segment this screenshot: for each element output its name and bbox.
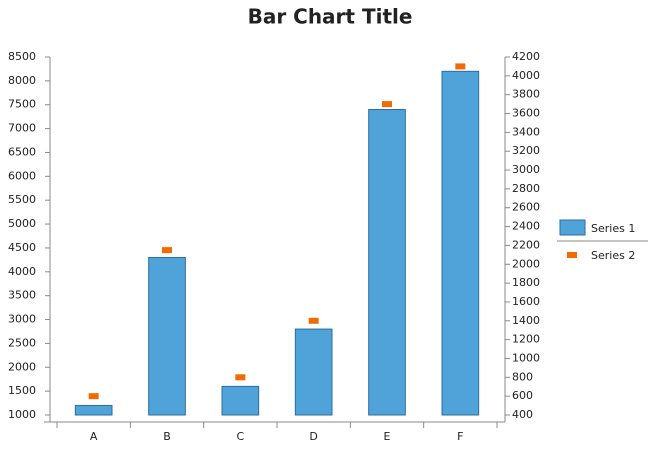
y2-tick-label: 800 (512, 370, 533, 383)
bar (221, 385, 260, 416)
marker (308, 317, 319, 324)
y-tick-label: 7500 (8, 98, 36, 111)
x-tick-label: E (384, 430, 391, 443)
y2-tick-label: 2000 (512, 257, 540, 270)
y2-tick-label: 1800 (512, 276, 540, 289)
y2-tick-label: 400 (512, 408, 533, 421)
x-tick-label: C (236, 430, 244, 443)
x-tick-label: F (457, 430, 463, 443)
y-tick-label: 1000 (8, 408, 36, 421)
legend-label: Series 1 (591, 222, 635, 235)
legend-swatch (559, 219, 586, 236)
bar (368, 109, 406, 416)
y-tick-label: 6000 (8, 169, 36, 182)
bar (148, 256, 186, 416)
y2-tick-label: 4200 (512, 50, 540, 63)
marker (235, 374, 246, 381)
y2-tick-label: 2400 (512, 220, 540, 233)
y2-tick-label: 1200 (512, 333, 540, 346)
y2-tick-label: 3200 (512, 144, 540, 157)
legend-swatch (567, 252, 577, 258)
y2-tick-label: 4000 (512, 69, 540, 82)
y-tick-label: 1500 (8, 384, 36, 397)
marker (88, 393, 99, 400)
y2-tick-label: 1600 (512, 295, 540, 308)
legend-label: Series 2 (591, 249, 635, 262)
y-tick-label: 5000 (8, 217, 36, 230)
marker (455, 63, 466, 70)
y2-tick-label: 3800 (512, 88, 540, 101)
marker (382, 101, 392, 108)
y2-tick-label: 3600 (512, 107, 540, 120)
y-tick-label: 2000 (8, 360, 36, 373)
y-tick-label: 6500 (8, 145, 36, 158)
bar (294, 328, 333, 416)
x-tick-label: A (90, 430, 98, 443)
x-tick-label: D (309, 430, 317, 443)
y2-tick-label: 2800 (512, 182, 540, 195)
y-tick-label: 5500 (8, 193, 36, 206)
y-tick-label: 3000 (8, 313, 36, 326)
y-tick-label: 8500 (8, 50, 36, 63)
bar (74, 404, 113, 416)
bar (441, 70, 480, 416)
y-tick-label: 3500 (8, 289, 36, 302)
y-tick-label: 8000 (8, 74, 36, 87)
y2-tick-label: 2600 (512, 201, 540, 214)
y2-tick-label: 600 (512, 389, 533, 402)
y2-tick-label: 2200 (512, 238, 540, 251)
y2-tick-label: 1400 (512, 314, 540, 327)
y-tick-label: 4000 (8, 265, 36, 278)
chart-title: Bar Chart Title (248, 5, 413, 29)
y-tick-label: 2500 (8, 336, 36, 349)
y-tick-label: 4500 (8, 241, 36, 254)
y2-tick-label: 3400 (512, 125, 540, 138)
x-tick-label: B (163, 430, 171, 443)
marker (162, 247, 172, 254)
y2-tick-label: 1000 (512, 351, 540, 364)
y-tick-label: 7000 (8, 122, 36, 135)
y2-tick-label: 3000 (512, 163, 540, 176)
